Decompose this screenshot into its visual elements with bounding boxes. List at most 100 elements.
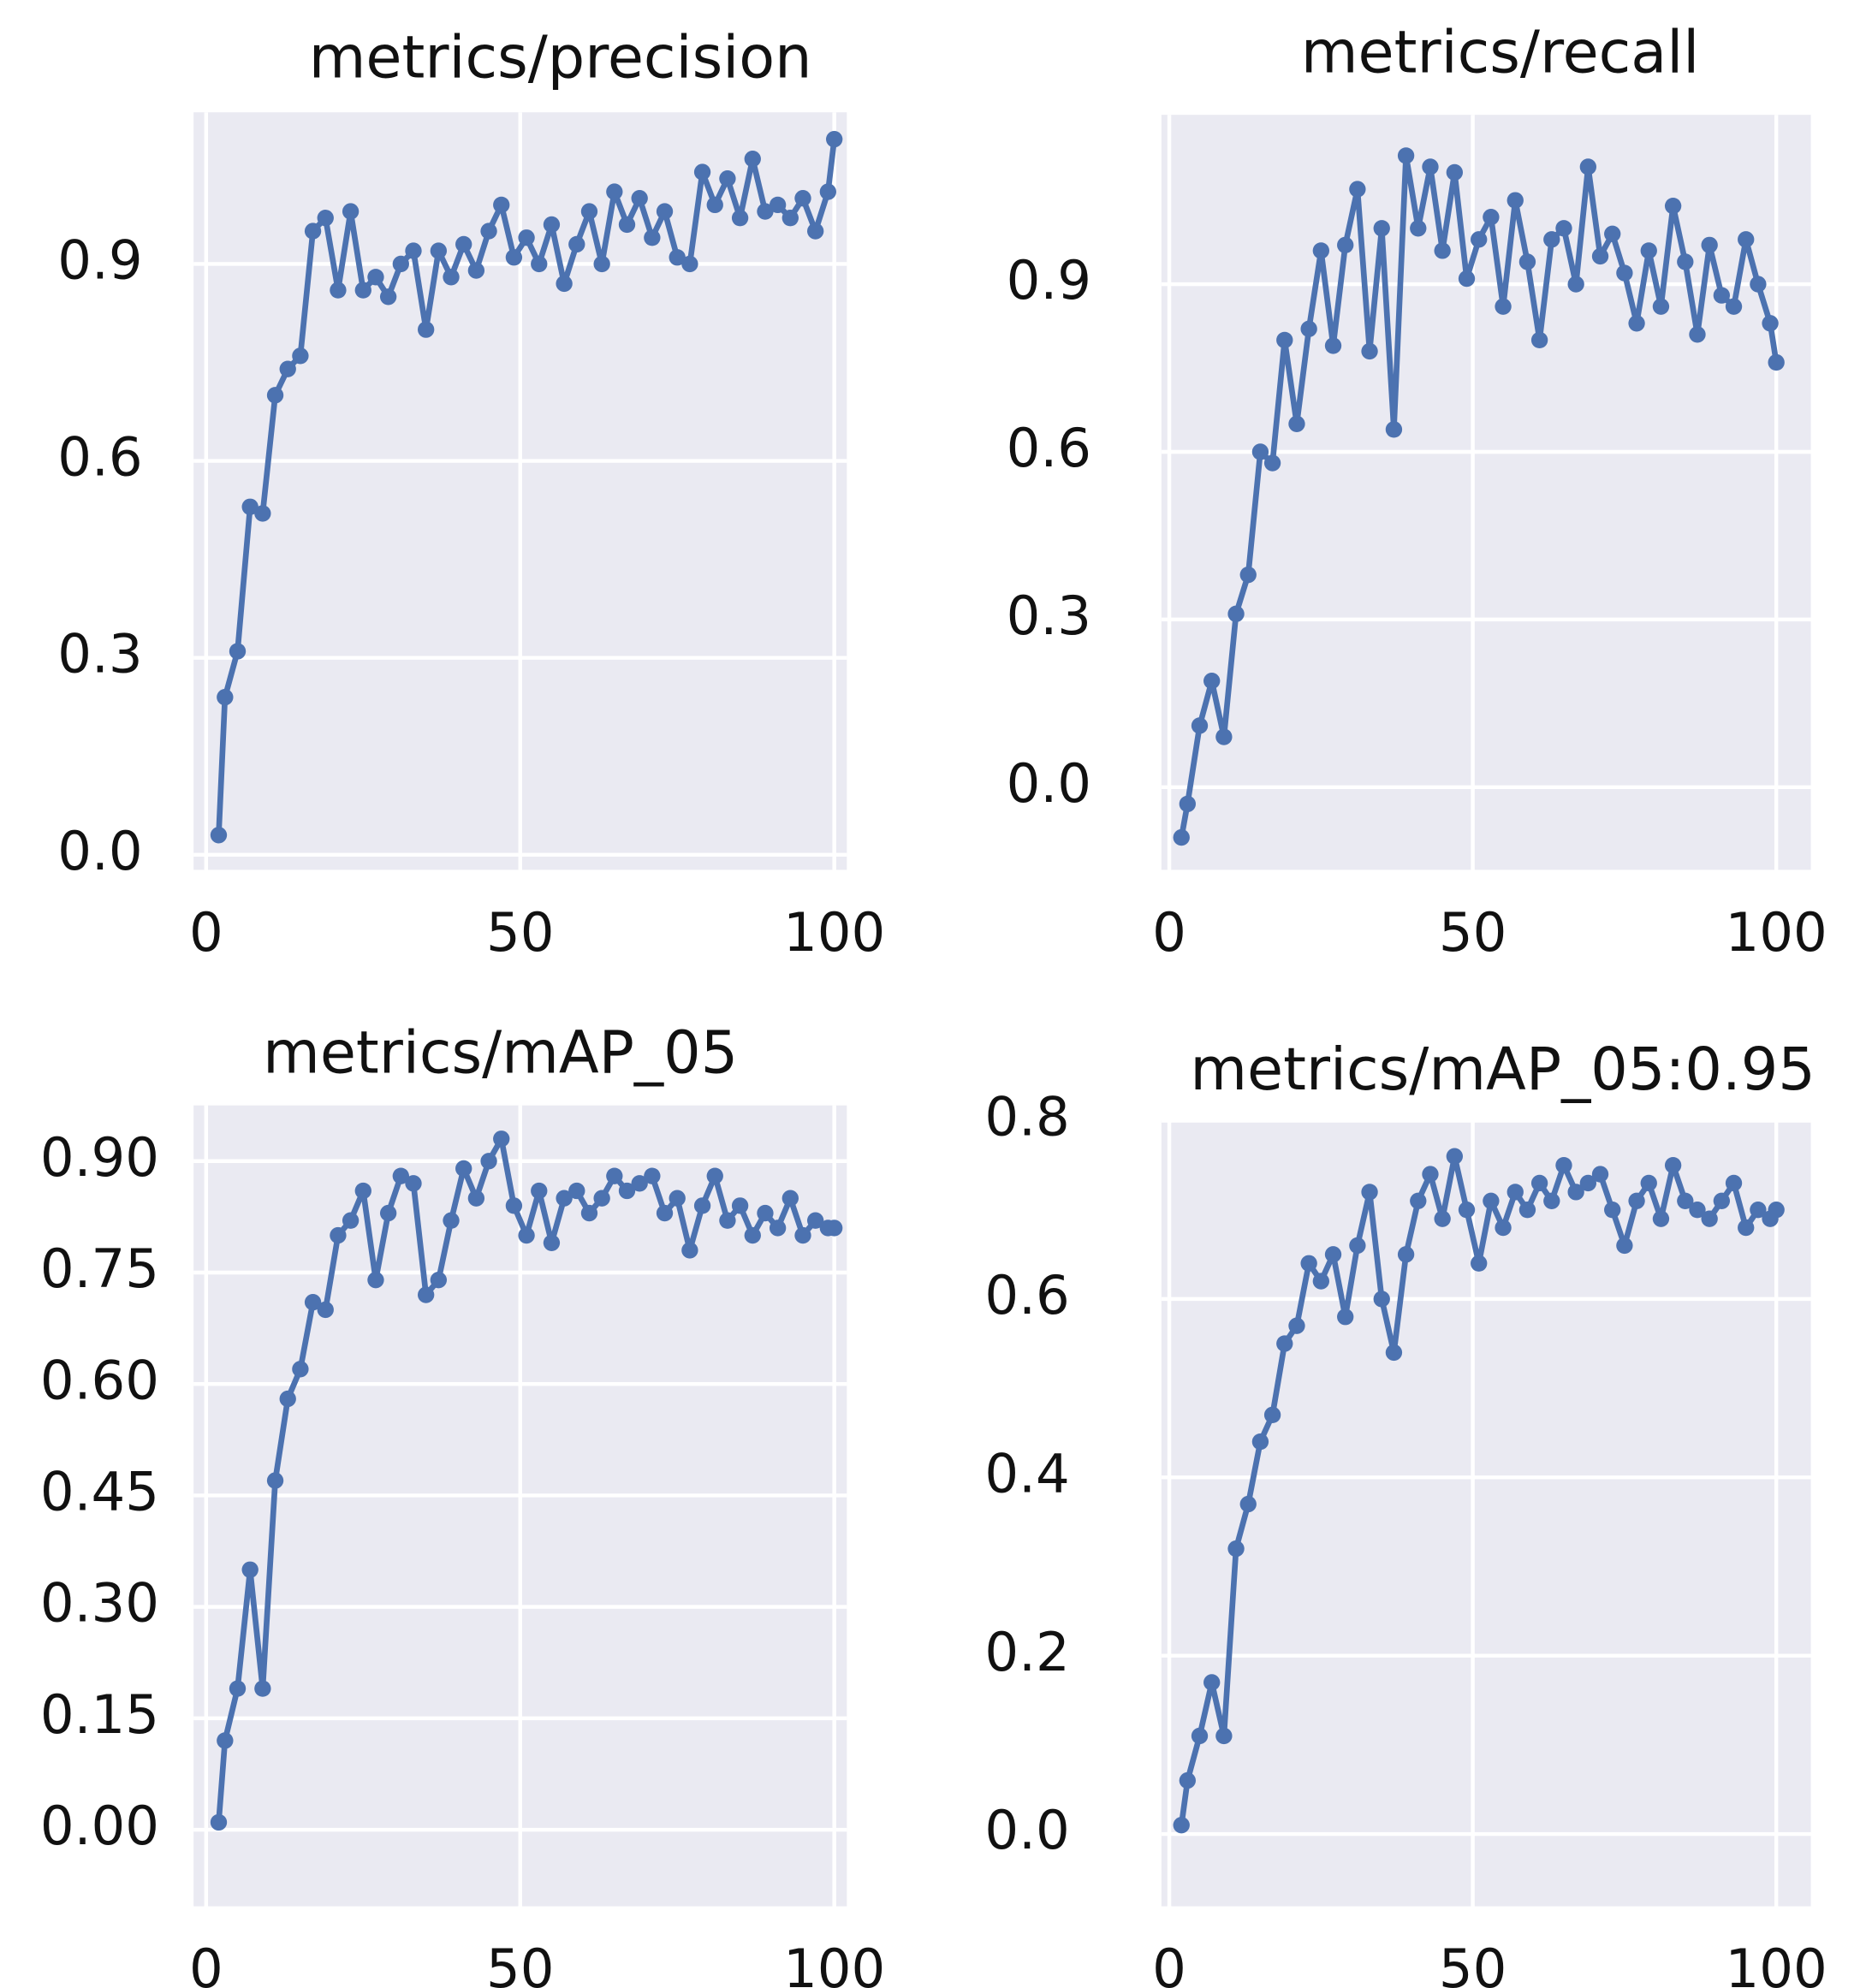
data-point: [1701, 236, 1718, 254]
data-point: [819, 183, 837, 200]
x-tick-label: 0: [189, 901, 223, 964]
data-point: [543, 1234, 561, 1251]
data-point: [1446, 1148, 1464, 1165]
data-point: [794, 190, 811, 207]
y-tick-label: 0.0: [1007, 752, 1091, 815]
data-point: [706, 196, 723, 214]
data-point: [1173, 1816, 1190, 1834]
data-point: [1276, 1335, 1293, 1352]
data-point: [1555, 1156, 1572, 1174]
data-point: [266, 1472, 284, 1489]
data-point: [1215, 1727, 1233, 1745]
data-point: [1337, 236, 1354, 254]
data-point: [493, 196, 510, 214]
data-point: [781, 1190, 799, 1207]
data-point: [1567, 276, 1584, 293]
data-point: [443, 1212, 460, 1229]
x-tick-label: 50: [486, 901, 555, 964]
data-point: [693, 1197, 711, 1214]
data-point: [593, 1190, 610, 1207]
x-tick-label: 100: [783, 1938, 885, 1988]
data-point: [1543, 1192, 1560, 1209]
data-point: [317, 210, 334, 227]
data-point: [1738, 1219, 1755, 1237]
chart-title: metrics/mAP_05: [263, 1019, 738, 1088]
data-point: [1263, 454, 1281, 472]
data-point: [706, 1167, 723, 1184]
data-point: [430, 242, 448, 259]
data-point: [241, 498, 259, 515]
data-point: [744, 151, 761, 168]
data-point: [1349, 181, 1366, 198]
data-point: [254, 1680, 271, 1697]
data-point: [606, 1167, 623, 1184]
data-point: [1518, 253, 1536, 270]
y-tick-label: 0.6: [57, 426, 142, 489]
data-point: [1750, 276, 1767, 293]
data-point: [1567, 1184, 1584, 1201]
data-point: [1591, 247, 1609, 265]
data-point: [531, 255, 548, 273]
data-point: [606, 183, 623, 200]
x-tick-label: 100: [1726, 901, 1827, 964]
y-tick-label: 0.8: [984, 1086, 1069, 1148]
data-point: [1628, 315, 1645, 332]
x-tick-label: 0: [189, 1938, 223, 1988]
x-tick-label: 50: [1439, 901, 1507, 964]
data-point: [217, 689, 234, 706]
data-point: [1471, 231, 1488, 248]
y-tick-label: 0.3: [1007, 585, 1091, 647]
y-tick-label: 0.9: [1007, 249, 1091, 312]
data-point: [1768, 1202, 1785, 1219]
data-point: [681, 255, 698, 273]
data-point: [480, 223, 497, 240]
data-point: [405, 242, 422, 259]
data-point: [1604, 1202, 1621, 1219]
data-point: [693, 163, 711, 181]
data-point: [1518, 1202, 1536, 1219]
data-point: [580, 1204, 598, 1222]
data-point: [1750, 1202, 1767, 1219]
data-point: [417, 321, 435, 338]
data-point: [644, 229, 661, 246]
y-tick-label: 0.60: [40, 1349, 159, 1411]
data-point: [1616, 1237, 1633, 1255]
data-point: [1300, 320, 1317, 337]
data-point: [493, 1130, 510, 1148]
data-point: [467, 1190, 485, 1207]
data-point: [279, 1390, 296, 1408]
data-point: [330, 1226, 347, 1244]
data-point: [1288, 415, 1305, 432]
data-point: [1324, 1246, 1342, 1263]
data-point: [1713, 287, 1731, 304]
data-point: [455, 1160, 472, 1178]
data-point: [1373, 1291, 1390, 1308]
data-point: [1616, 264, 1633, 282]
data-point: [505, 1197, 523, 1214]
data-point: [1410, 220, 1427, 237]
data-point: [719, 170, 736, 187]
data-point: [304, 223, 322, 240]
y-tick-label: 0.00: [40, 1795, 159, 1857]
data-point: [1385, 1344, 1403, 1362]
data-point: [1507, 192, 1524, 209]
data-point: [1373, 220, 1390, 237]
data-point: [757, 203, 774, 220]
data-point: [1203, 673, 1221, 690]
data-point: [556, 275, 573, 293]
data-point: [1312, 1273, 1330, 1290]
y-tick-label: 0.75: [40, 1237, 159, 1300]
data-point: [656, 1204, 674, 1222]
data-point: [1191, 717, 1209, 734]
data-point: [806, 1212, 824, 1229]
data-point: [1312, 242, 1330, 259]
data-point: [1530, 331, 1548, 349]
data-point: [467, 262, 485, 279]
data-point: [1591, 1166, 1609, 1183]
y-tick-label: 0.3: [57, 623, 142, 685]
data-point: [342, 1212, 360, 1229]
data-point: [1239, 566, 1257, 584]
data-point: [1652, 298, 1670, 315]
